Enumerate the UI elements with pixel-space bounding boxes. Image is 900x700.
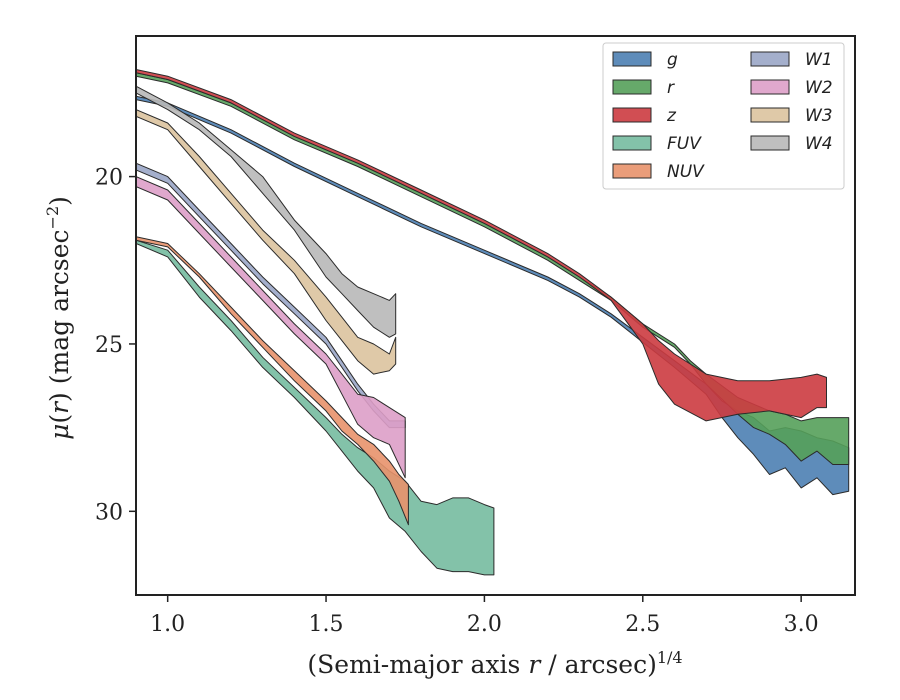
legend-swatch-fuv bbox=[612, 135, 652, 151]
x-axis-label: (Semi-major axis r / arcsec)1/4 bbox=[307, 648, 682, 679]
legend-swatch-w4 bbox=[750, 135, 790, 151]
y-axis-ticks: 20 25 30 bbox=[95, 166, 136, 525]
legend-label-r: r bbox=[667, 78, 675, 98]
y-tick-label: 25 bbox=[95, 333, 123, 358]
legend: grz FUV NUV W1 W2 W3 W4 bbox=[602, 42, 845, 190]
band-w4 bbox=[136, 85, 397, 338]
band-nuv bbox=[136, 236, 409, 526]
legend-label-w1: W1 bbox=[805, 50, 833, 70]
legend-swatch-w1 bbox=[750, 51, 790, 67]
x-axis-ticks: 1.0 1.5 2.0 2.5 3.0 bbox=[150, 595, 819, 637]
legend-swatch-z bbox=[612, 107, 652, 123]
x-tick-label: 1.5 bbox=[309, 612, 344, 637]
legend-label-nuv: NUV bbox=[667, 162, 705, 182]
y-axis-label: μ(r) (mag arcsec−2) bbox=[43, 196, 74, 440]
legend-swatch-w2 bbox=[750, 79, 790, 95]
legend-swatch-nuv bbox=[612, 163, 652, 179]
y-tick-label: 20 bbox=[95, 166, 123, 191]
legend-label-g: g bbox=[667, 50, 678, 70]
x-tick-label: 2.0 bbox=[467, 612, 502, 637]
band-z bbox=[136, 69, 827, 422]
legend-label-w3: W3 bbox=[805, 106, 833, 126]
legend-label-w2: W2 bbox=[805, 78, 833, 98]
plot-frame bbox=[135, 35, 856, 596]
legend-label-z: z bbox=[666, 106, 677, 126]
profile-bands bbox=[136, 69, 850, 576]
band-w3 bbox=[136, 109, 397, 375]
x-tick-label: 1.0 bbox=[150, 612, 185, 637]
band-w2 bbox=[136, 176, 406, 479]
band-g bbox=[136, 95, 850, 496]
legend-label-fuv: FUV bbox=[667, 134, 702, 154]
legend-swatch-g bbox=[612, 51, 652, 67]
x-tick-label: 2.5 bbox=[625, 612, 660, 637]
y-tick-label: 30 bbox=[95, 500, 123, 525]
legend-label-w4: W4 bbox=[805, 134, 833, 154]
legend-swatch-w3 bbox=[750, 107, 790, 123]
x-tick-label: 3.0 bbox=[784, 612, 819, 637]
legend-swatch-r bbox=[612, 79, 652, 95]
